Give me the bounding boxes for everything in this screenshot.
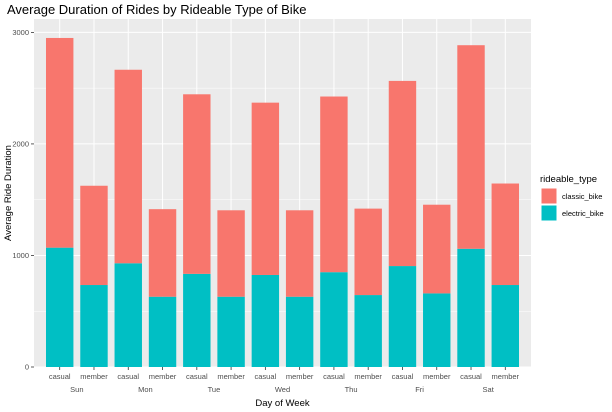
day-label: Sun xyxy=(70,385,83,394)
bar-electric-bike xyxy=(457,248,485,367)
bar-electric-bike xyxy=(423,293,451,367)
bar-classic-bike xyxy=(251,102,280,275)
bar-electric-bike xyxy=(354,295,382,367)
day-label: Sat xyxy=(483,385,495,394)
bar-electric-bike xyxy=(491,285,520,367)
y-tick-label: 3000 xyxy=(12,28,29,37)
y-axis: 0 1000 2000 3000 xyxy=(12,28,34,372)
x-tick-label: casual xyxy=(117,372,139,381)
legend-key-electric-bike xyxy=(540,204,558,222)
day-label: Fri xyxy=(415,385,424,394)
bar-electric-bike xyxy=(388,266,417,367)
legend-key-classic-bike xyxy=(540,187,558,205)
bar-classic-bike xyxy=(114,69,142,264)
x-tick-label: casual xyxy=(392,372,414,381)
bar-electric-bike xyxy=(320,272,348,367)
bar-classic-bike xyxy=(80,185,108,286)
bar-classic-bike xyxy=(457,45,485,249)
bar-electric-bike xyxy=(183,273,211,367)
x-tick-label: casual xyxy=(186,372,208,381)
bar-electric-bike xyxy=(45,247,74,367)
x-tick-label: casual xyxy=(323,372,345,381)
bar-classic-bike xyxy=(148,209,177,297)
x-tick-label: member xyxy=(80,372,108,381)
bar-classic-bike xyxy=(285,210,314,297)
plot-panel xyxy=(34,19,531,367)
bar-classic-bike xyxy=(217,210,245,297)
day-label: Wed xyxy=(275,385,290,394)
y-tick-label: 0 xyxy=(25,363,29,372)
x-tick-label: casual xyxy=(255,372,277,381)
x-tick-label: member xyxy=(286,372,314,381)
x-tick-label: member xyxy=(492,372,520,381)
bar-electric-bike xyxy=(251,274,280,367)
bar-electric-bike xyxy=(217,296,245,367)
y-axis-title: Average Ride Duration xyxy=(3,145,14,241)
x-tick-label: casual xyxy=(460,372,482,381)
x-tick-label: member xyxy=(217,372,245,381)
x-axis-title: Day of Week xyxy=(255,398,309,409)
bar-electric-bike xyxy=(80,285,108,367)
bar-classic-bike xyxy=(320,96,348,273)
chart-title: Average Duration of Rides by Rideable Ty… xyxy=(7,2,306,17)
legend-label: electric_bike xyxy=(562,209,604,218)
y-tick-label: 1000 xyxy=(12,251,29,260)
bars xyxy=(45,37,520,367)
bar-classic-bike xyxy=(491,183,520,286)
bar-electric-bike xyxy=(114,263,142,367)
bar-classic-bike xyxy=(388,80,417,267)
x-tick-label: member xyxy=(354,372,382,381)
bar-classic-bike xyxy=(183,94,211,274)
day-label: Mon xyxy=(138,385,153,394)
bar-classic-bike xyxy=(354,208,382,296)
bar-electric-bike xyxy=(285,296,314,367)
legend-title: rideable_type xyxy=(540,174,597,185)
x-tick-label: casual xyxy=(49,372,71,381)
legend: rideable_type classic_bike electric_bike xyxy=(540,174,604,222)
bar-classic-bike xyxy=(423,204,451,294)
bar-electric-bike xyxy=(148,296,177,367)
y-tick-label: 2000 xyxy=(12,140,29,149)
legend-label: classic_bike xyxy=(562,192,602,201)
bar-classic-bike xyxy=(45,37,74,248)
x-axis: casual member casual member casual member casu… xyxy=(49,367,520,394)
day-label: Thu xyxy=(345,385,358,394)
x-tick-label: member xyxy=(423,372,451,381)
x-tick-label: member xyxy=(149,372,177,381)
day-label: Tue xyxy=(208,385,221,394)
